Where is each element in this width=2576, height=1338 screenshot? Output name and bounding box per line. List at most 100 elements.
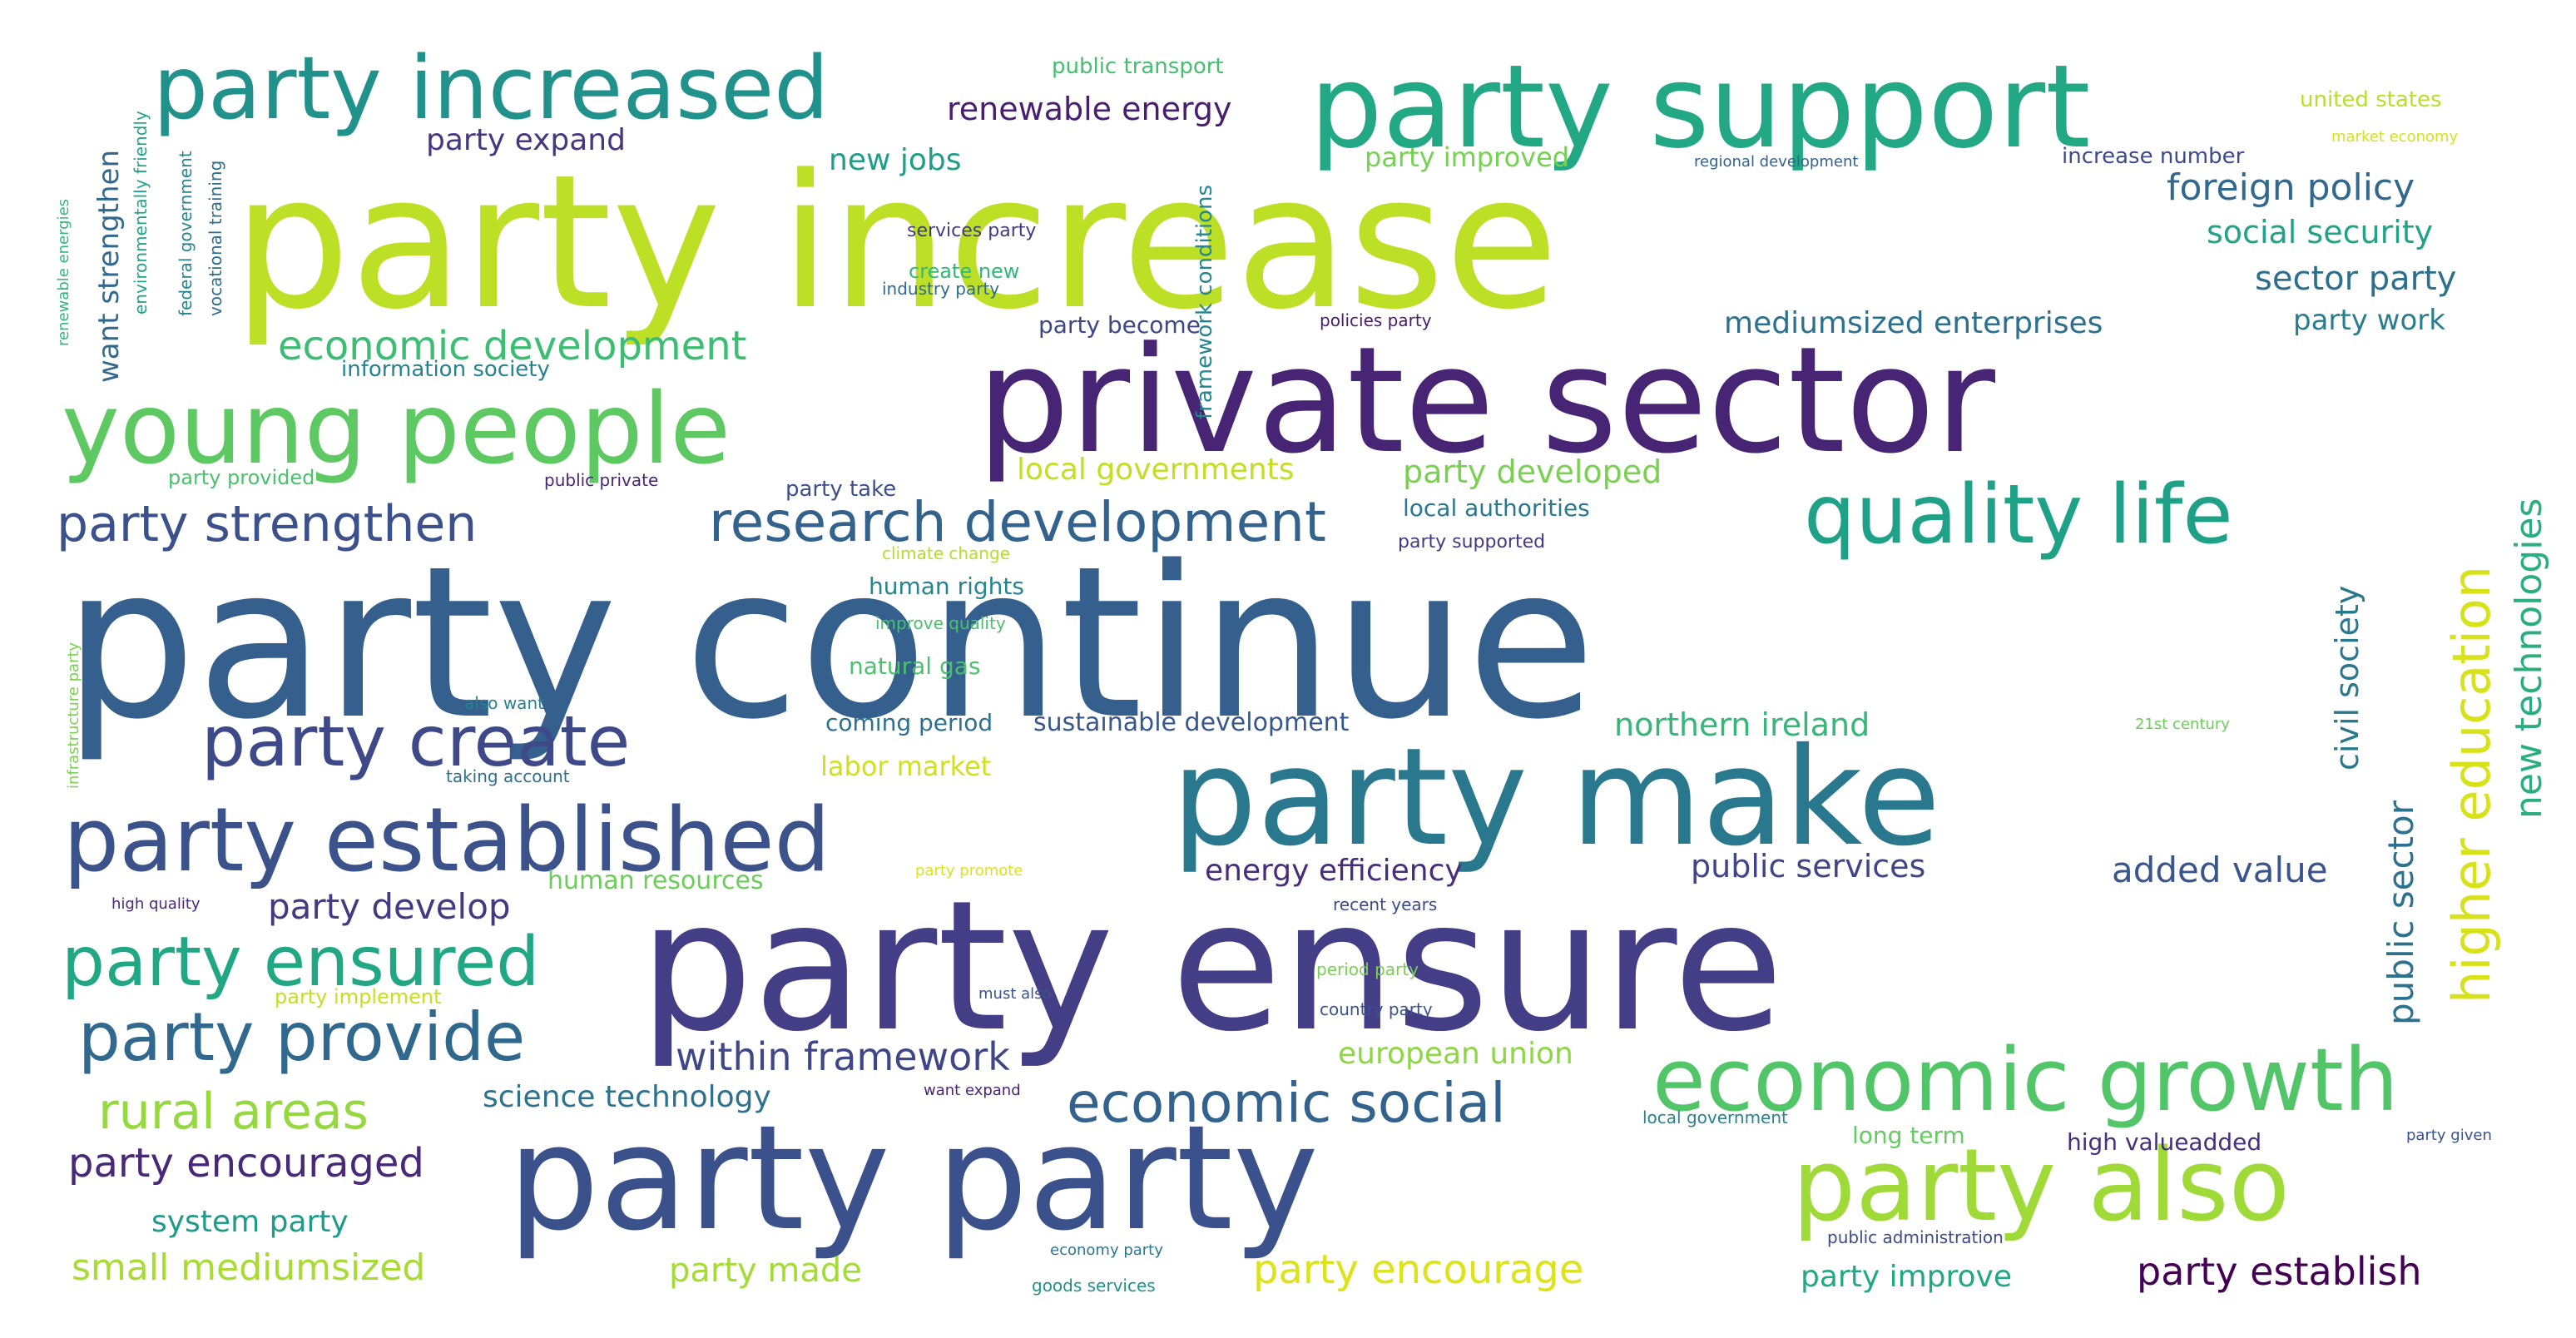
word-cloud-term: new jobs: [829, 143, 962, 177]
word-cloud-term: labor market: [820, 751, 991, 782]
word-cloud-term: create new: [909, 260, 1019, 283]
word-cloud-term: higher education: [2441, 566, 2502, 1004]
word-cloud-term: federal government: [176, 151, 196, 316]
word-cloud-term: economic social: [1067, 1071, 1506, 1135]
word-cloud-term: environmentally friendly: [131, 111, 151, 315]
word-cloud-term: market economy: [2331, 128, 2459, 146]
word-cloud-term: improve quality: [875, 613, 1006, 633]
word-cloud-term: party developed: [1403, 453, 1662, 490]
word-cloud-term: policies party: [1320, 310, 1432, 330]
word-cloud-term: party made: [669, 1251, 862, 1290]
word-cloud-term: party make: [1172, 720, 1940, 876]
word-cloud-term: party supported: [1398, 532, 1545, 553]
word-cloud-term: public sector: [2380, 800, 2421, 1025]
word-cloud-term: party expand: [426, 123, 626, 157]
word-cloud-term: research development: [709, 490, 1326, 554]
word-cloud-term: quality life: [1804, 468, 2233, 562]
word-cloud-term: economy party: [1050, 1241, 1163, 1259]
word-cloud-term: party increased: [153, 37, 829, 139]
word-cloud-term: party ensure: [639, 862, 1784, 1071]
word-cloud-term: local government: [1642, 1108, 1788, 1127]
word-cloud-term: coming period: [825, 709, 993, 736]
word-cloud-term: want strengthen: [92, 150, 126, 383]
word-cloud-term: recent years: [1333, 894, 1437, 914]
word-cloud-term: party establish: [2137, 1249, 2422, 1294]
word-cloud-term: party given: [2406, 1127, 2492, 1144]
word-cloud-term: party develop: [268, 886, 511, 927]
word-cloud-term: party also: [1792, 1128, 2290, 1244]
word-cloud-term: private sector: [977, 315, 1996, 486]
word-cloud-term: country party: [1320, 999, 1433, 1019]
word-cloud-term: high quality: [111, 895, 201, 913]
word-cloud-term: added value: [2112, 850, 2328, 890]
word-cloud-term: party provide: [78, 999, 525, 1076]
word-cloud-term: infrastructure party: [65, 642, 82, 789]
word-cloud-term: party continue: [63, 522, 1596, 766]
word-cloud-term: party encourage: [1253, 1246, 1583, 1293]
word-cloud-term: party take: [785, 477, 896, 502]
word-cloud-term: must also: [978, 985, 1052, 1003]
word-cloud-term: party implement: [275, 985, 442, 1008]
word-cloud-term: sector party: [2255, 260, 2456, 298]
word-cloud-term: services party: [907, 221, 1036, 241]
word-cloud-term: vocational training: [206, 161, 225, 316]
word-cloud-term: want expand: [924, 1082, 1021, 1099]
word-cloud-term: party promote: [915, 862, 1023, 880]
word-cloud-term: high valueadded: [2067, 1128, 2261, 1156]
word-cloud-term: natural gas: [849, 652, 981, 680]
word-cloud-term: goods services: [1032, 1276, 1156, 1296]
word-cloud-term: economic development: [278, 323, 746, 369]
word-cloud-term: party provided: [168, 466, 315, 489]
word-cloud-term: within framework: [676, 1034, 1010, 1079]
word-cloud-term: framework conditions: [1192, 185, 1217, 419]
word-cloud-term: science technology: [483, 1080, 771, 1114]
word-cloud-term: party work: [2293, 304, 2445, 337]
word-cloud-term: period party: [1316, 959, 1419, 979]
word-cloud-term: party ensured: [62, 923, 539, 1002]
word-cloud-term: party encouraged: [68, 1140, 424, 1187]
word-cloud-term: party improve: [1801, 1260, 2012, 1294]
word-cloud-term: information society: [341, 357, 550, 382]
word-cloud-term: also want: [464, 693, 544, 713]
word-cloud-term: party established: [63, 789, 830, 891]
word-cloud-term: public private: [544, 470, 658, 490]
word-cloud-term: local authorities: [1403, 494, 1590, 522]
word-cloud-term: new technologies: [2508, 498, 2550, 819]
word-cloud-term: party become: [1038, 311, 1201, 339]
word-cloud-term: northern ireland: [1614, 706, 1870, 743]
word-cloud-term: renewable energy: [947, 91, 1232, 127]
word-cloud-term: sustainable development: [1033, 708, 1350, 737]
word-cloud-term: local governments: [1017, 453, 1295, 487]
word-cloud-term: social security: [2207, 214, 2433, 250]
word-cloud-term: european union: [1338, 1037, 1573, 1071]
word-cloud-term: energy efficiency: [1205, 854, 1463, 888]
word-cloud-term: party strengthen: [57, 495, 477, 553]
word-cloud-term: long term: [1852, 1122, 1965, 1149]
word-cloud-term: renewable energies: [55, 199, 72, 346]
word-cloud-term: party party: [508, 1094, 1319, 1263]
word-cloud-term: industry party: [882, 279, 999, 299]
word-cloud-term: foreign policy: [2167, 166, 2415, 209]
word-cloud-term: system party: [151, 1205, 349, 1239]
word-cloud-term: party create: [201, 701, 630, 782]
word-cloud-term: united states: [2300, 87, 2442, 112]
word-cloud-term: human resources: [547, 866, 764, 895]
word-cloud-term: public transport: [1052, 54, 1224, 79]
word-cloud-term: party improved: [1365, 141, 1569, 173]
word-cloud-term: taking account: [446, 766, 570, 786]
word-cloud-term: civil society: [2329, 586, 2365, 771]
word-cloud-term: rural areas: [98, 1083, 369, 1141]
word-cloud-term: climate change: [882, 543, 1010, 563]
word-cloud-term: small mediumsized: [72, 1246, 425, 1289]
word-cloud-term: mediumsized enterprises: [1724, 306, 2103, 340]
word-cloud-term: regional development: [1694, 153, 1858, 171]
word-cloud-term: public administration: [1827, 1227, 2004, 1247]
word-cloud-term: human rights: [869, 572, 1024, 600]
word-cloud-term: economic growth: [1652, 1029, 2399, 1131]
word-cloud-term: increase number: [2062, 144, 2245, 169]
word-cloud-term: party increase: [233, 136, 1558, 350]
word-cloud-term: public services: [1691, 848, 1925, 885]
word-cloud-term: young people: [62, 371, 731, 486]
